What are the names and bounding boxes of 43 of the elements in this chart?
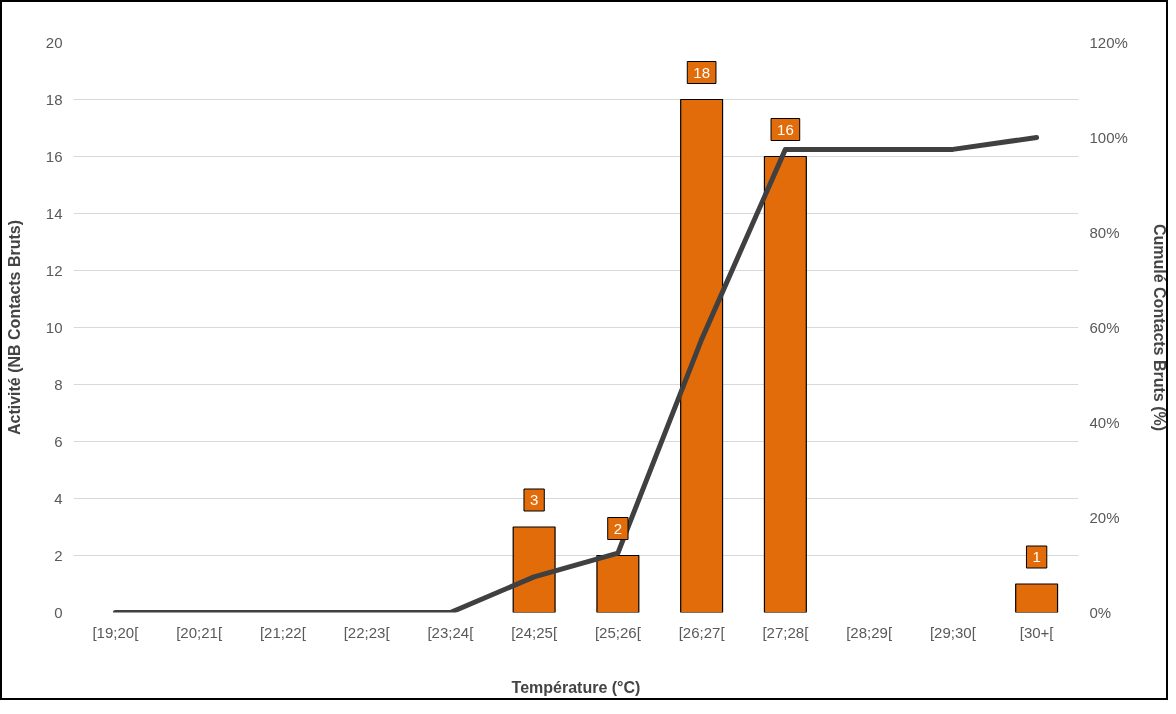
y-tick-label: 8 xyxy=(54,375,63,393)
bar xyxy=(763,155,807,613)
y2-tick-label: 100% xyxy=(1089,129,1128,146)
x-tick-label: [28;29[ xyxy=(846,623,893,641)
bar xyxy=(596,554,640,613)
x-tick-label: [25;26[ xyxy=(594,623,642,641)
bar xyxy=(680,98,724,613)
y-tick-label: 2 xyxy=(54,546,63,564)
x-tick-label: [27;28[ xyxy=(762,623,810,641)
y2-tick-label: 20% xyxy=(1089,509,1120,526)
y-tick-label: 14 xyxy=(45,204,63,222)
y2-tick-label: 60% xyxy=(1089,319,1120,336)
y2-axis-title: Cumulé Contacts Bruts (%) xyxy=(1150,223,1168,432)
x-tick-label: [23;24[ xyxy=(427,623,475,641)
y2-tick-label: 80% xyxy=(1089,224,1120,241)
y-tick-label: 4 xyxy=(54,489,63,507)
x-tick-label: [20;21[ xyxy=(176,623,223,641)
x-tick-label: [22;23[ xyxy=(343,623,391,641)
data-label: 16 xyxy=(777,120,794,138)
y2-tick-label: 0% xyxy=(1089,604,1112,621)
x-tick-label: [24;25[ xyxy=(511,623,558,641)
bar xyxy=(512,526,556,613)
x-tick-label: [26;27[ xyxy=(678,623,726,641)
y2-tick-label: 40% xyxy=(1089,414,1120,431)
y-tick-label: 0 xyxy=(54,603,63,621)
y2-tick-label: 120% xyxy=(1089,34,1128,51)
y-tick-label: 10 xyxy=(45,318,63,336)
x-axis-title: Température (°C) xyxy=(511,678,641,696)
y-tick-label: 6 xyxy=(54,432,63,450)
y-tick-label: 20 xyxy=(45,33,63,51)
x-tick-label: [29;30[ xyxy=(929,623,977,641)
data-label: 2 xyxy=(613,519,623,537)
y-tick-label: 16 xyxy=(45,147,63,165)
y-tick-label: 18 xyxy=(45,90,63,108)
bar xyxy=(1015,583,1059,613)
y-axis-title: Activité (NB Contacts Bruts) xyxy=(5,219,23,436)
x-tick-label: [19;20[ xyxy=(92,623,140,641)
x-tick-label: [30+[ xyxy=(1019,623,1055,641)
x-tick-label: [21;22[ xyxy=(259,623,307,641)
data-label: 1 xyxy=(1032,548,1041,565)
y-tick-label: 12 xyxy=(45,261,63,279)
data-label: 3 xyxy=(529,491,539,508)
data-label: 18 xyxy=(693,63,710,81)
